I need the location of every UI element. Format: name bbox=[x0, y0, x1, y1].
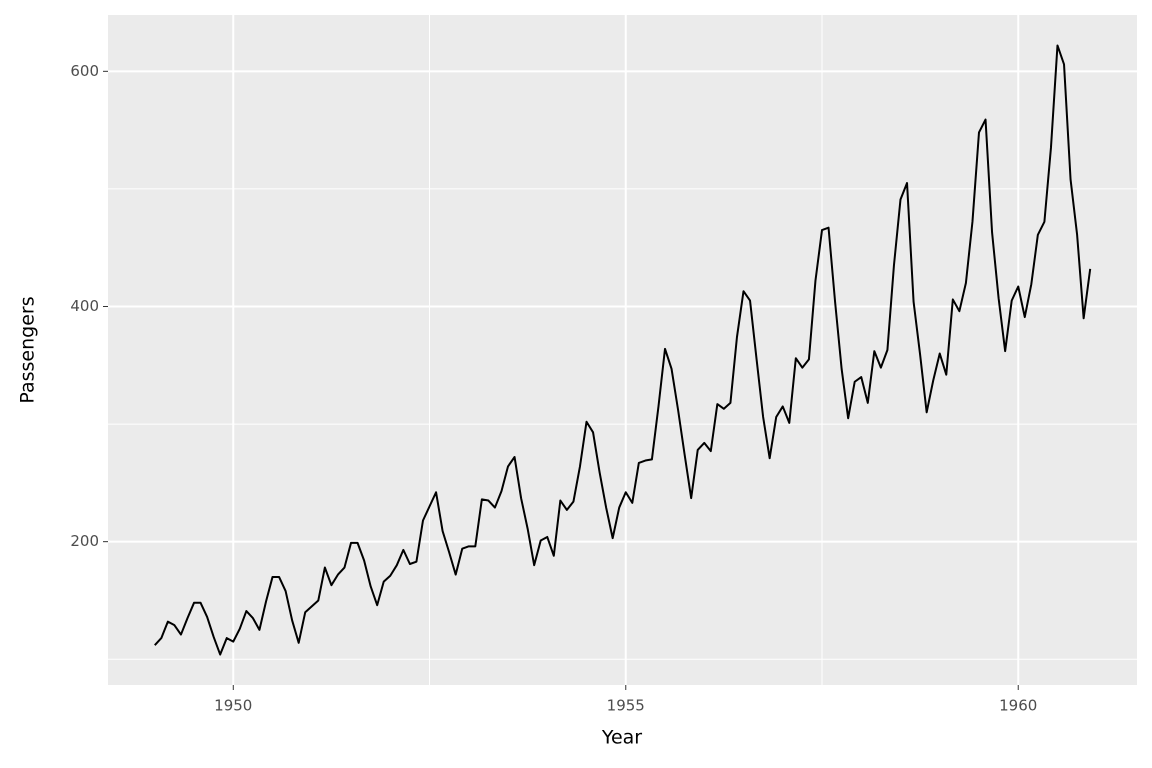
x-tick-label: 1955 bbox=[607, 697, 645, 715]
x-tick-label: 1950 bbox=[214, 697, 252, 715]
data-line bbox=[154, 44, 1092, 656]
y-tick-label: 400 bbox=[70, 297, 99, 315]
panel bbox=[108, 15, 1137, 685]
y-axis-title: Passengers bbox=[17, 296, 39, 403]
y-tick-label: 600 bbox=[70, 62, 99, 80]
plot bbox=[154, 44, 1092, 656]
x-tick-label: 1960 bbox=[999, 697, 1037, 715]
y-tick-label: 200 bbox=[70, 532, 99, 550]
x-axis-title: Year bbox=[601, 727, 642, 749]
grid bbox=[108, 15, 1137, 685]
